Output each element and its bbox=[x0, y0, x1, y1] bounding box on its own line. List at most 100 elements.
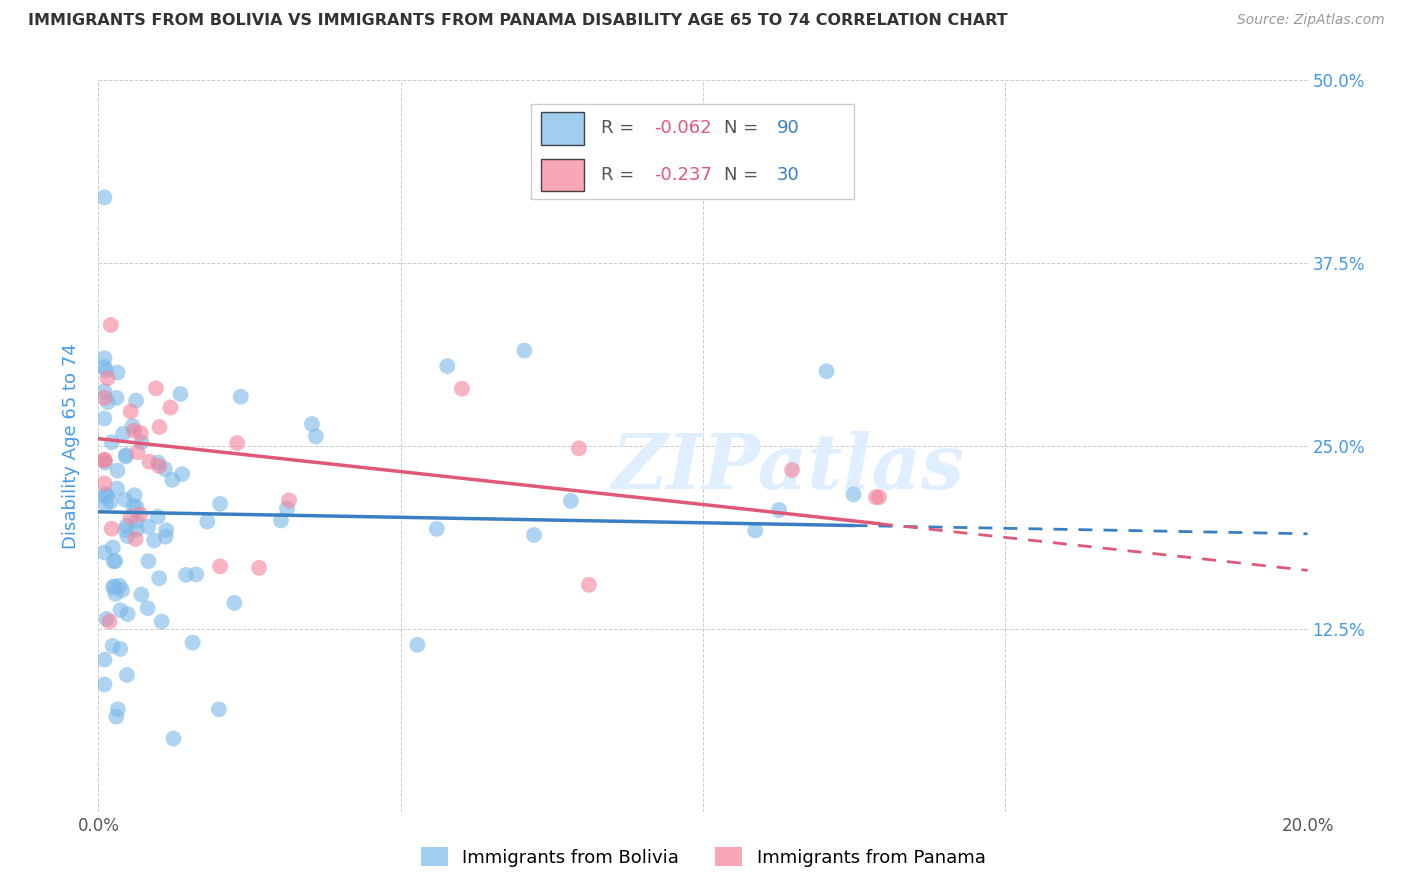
Point bbox=[208, 702, 231, 716]
Point bbox=[138, 455, 160, 469]
Point bbox=[93, 677, 115, 691]
Point bbox=[117, 529, 139, 543]
Point bbox=[105, 391, 128, 405]
Point bbox=[108, 579, 131, 593]
Point bbox=[112, 426, 135, 441]
Point bbox=[436, 359, 458, 373]
Point bbox=[744, 524, 766, 538]
Point bbox=[162, 731, 184, 746]
Point bbox=[172, 467, 194, 481]
Point bbox=[93, 351, 115, 366]
Point bbox=[148, 455, 170, 469]
Point bbox=[97, 371, 120, 385]
Point bbox=[114, 523, 136, 537]
Point bbox=[125, 393, 148, 408]
Point bbox=[513, 343, 536, 358]
Point bbox=[121, 419, 143, 434]
Point bbox=[120, 404, 142, 418]
Point bbox=[101, 581, 124, 595]
Point bbox=[131, 588, 153, 602]
Text: ZIPatlas: ZIPatlas bbox=[612, 431, 965, 505]
Point bbox=[148, 571, 170, 585]
Point bbox=[93, 653, 115, 667]
Point bbox=[568, 442, 591, 456]
Point bbox=[406, 638, 429, 652]
Point bbox=[93, 391, 115, 405]
Point bbox=[153, 462, 176, 476]
Point bbox=[169, 387, 191, 401]
Point bbox=[247, 561, 270, 575]
Point bbox=[93, 359, 115, 374]
Point bbox=[114, 492, 136, 507]
Point bbox=[97, 395, 120, 409]
Point bbox=[148, 420, 170, 434]
Point bbox=[143, 533, 166, 548]
Point bbox=[181, 635, 204, 649]
Point bbox=[107, 702, 129, 716]
Point bbox=[114, 450, 136, 464]
Point bbox=[93, 453, 115, 467]
Point bbox=[270, 513, 292, 527]
Point bbox=[122, 424, 145, 438]
Text: IMMIGRANTS FROM BOLIVIA VS IMMIGRANTS FROM PANAMA DISABILITY AGE 65 TO 74 CORREL: IMMIGRANTS FROM BOLIVIA VS IMMIGRANTS FR… bbox=[28, 13, 1008, 29]
Point bbox=[120, 509, 142, 524]
Point bbox=[107, 366, 129, 380]
Point bbox=[122, 499, 145, 513]
Point bbox=[224, 596, 246, 610]
Point bbox=[129, 507, 152, 521]
Point bbox=[93, 545, 115, 559]
Point bbox=[276, 501, 298, 516]
Point bbox=[136, 519, 159, 533]
Point bbox=[107, 463, 129, 477]
Point bbox=[93, 476, 115, 491]
Point bbox=[115, 448, 138, 462]
Point bbox=[842, 487, 865, 501]
Point bbox=[101, 639, 124, 653]
Point bbox=[278, 493, 301, 508]
Point bbox=[93, 490, 115, 504]
Point bbox=[159, 401, 181, 415]
Point bbox=[226, 436, 249, 450]
Point bbox=[94, 456, 117, 470]
Point bbox=[174, 567, 197, 582]
Point bbox=[93, 190, 115, 204]
Point bbox=[93, 411, 115, 425]
Point bbox=[125, 500, 148, 514]
Point bbox=[868, 490, 890, 504]
Point bbox=[209, 497, 232, 511]
Point bbox=[815, 364, 838, 378]
Point bbox=[124, 532, 146, 546]
Point bbox=[305, 429, 328, 443]
Point bbox=[103, 554, 125, 568]
Point bbox=[186, 567, 208, 582]
Point bbox=[125, 523, 148, 537]
Point bbox=[100, 318, 122, 332]
Point bbox=[117, 607, 139, 621]
Point bbox=[301, 417, 323, 431]
Point bbox=[162, 473, 184, 487]
Point bbox=[195, 515, 218, 529]
Point bbox=[124, 488, 146, 502]
Point bbox=[110, 642, 132, 657]
Point bbox=[93, 384, 115, 399]
Point bbox=[426, 522, 449, 536]
Legend: Immigrants from Bolivia, Immigrants from Panama: Immigrants from Bolivia, Immigrants from… bbox=[413, 840, 993, 874]
Point bbox=[94, 363, 117, 377]
Point bbox=[105, 709, 128, 723]
Point bbox=[125, 514, 148, 528]
Point bbox=[523, 528, 546, 542]
Point bbox=[780, 463, 803, 477]
Point bbox=[96, 612, 118, 626]
Point bbox=[229, 390, 252, 404]
Point bbox=[578, 578, 600, 592]
Point bbox=[148, 458, 170, 473]
Point bbox=[768, 503, 790, 517]
Point bbox=[138, 554, 160, 568]
Point bbox=[111, 583, 134, 598]
Point bbox=[131, 435, 153, 450]
Point bbox=[115, 668, 138, 682]
Point bbox=[451, 382, 474, 396]
Point bbox=[104, 587, 127, 601]
Point bbox=[155, 530, 177, 544]
Point bbox=[100, 494, 122, 508]
